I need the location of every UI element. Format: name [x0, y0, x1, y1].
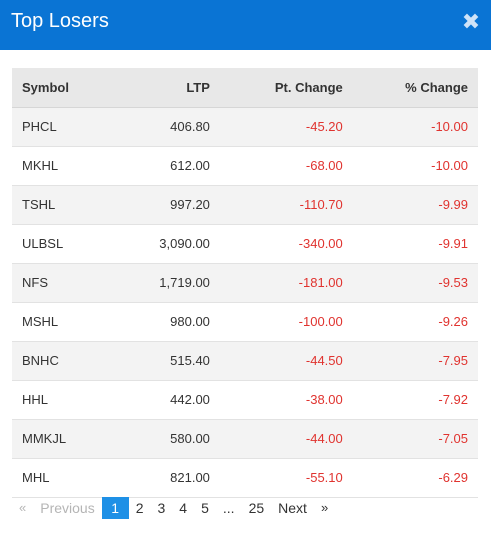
col-header-ltp[interactable]: LTP — [113, 68, 220, 108]
cell-pt-change: -44.00 — [219, 419, 353, 459]
cell-symbol: TSHL — [12, 185, 114, 225]
table-row: MSHL 980.00 -100.00 -9.26 — [12, 302, 478, 342]
next-arrow-icon[interactable]: » — [320, 500, 329, 515]
col-header-pct-change[interactable]: % Change — [352, 68, 478, 108]
cell-symbol: HHL — [12, 380, 114, 420]
cell-symbol: ULBSL — [12, 224, 114, 264]
cell-pct-change: -9.99 — [352, 185, 478, 225]
modal-title: Top Losers — [11, 10, 109, 32]
table-row: MKHL 612.00 -68.00 -10.00 — [12, 146, 478, 186]
table-row: PHCL 406.80 -45.20 -10.00 — [12, 107, 478, 147]
cell-symbol: PHCL — [12, 107, 114, 147]
table-row: ULBSL 3,090.00 -340.00 -9.91 — [12, 224, 478, 264]
cell-pct-change: -9.91 — [352, 224, 478, 264]
cell-symbol: BNHC — [12, 341, 114, 381]
page-button-1[interactable]: 1 — [101, 497, 129, 519]
page-button-5[interactable]: 5 — [201, 500, 209, 516]
previous-arrow-icon: « — [19, 500, 27, 515]
cell-pct-change: -9.53 — [352, 263, 478, 303]
table-row: TSHL 997.20 -110.70 -9.99 — [12, 185, 478, 225]
top-losers-table: Symbol LTP Pt. Change % Change PHCL 406.… — [12, 68, 478, 498]
cell-pct-change: -7.05 — [352, 419, 478, 459]
cell-symbol: NFS — [12, 263, 114, 303]
close-icon[interactable]: ✖ — [461, 9, 481, 34]
cell-ltp: 980.00 — [113, 302, 220, 342]
cell-pct-change: -9.26 — [352, 302, 478, 342]
page-button-2[interactable]: 2 — [135, 500, 144, 516]
table-row: NFS 1,719.00 -181.00 -9.53 — [12, 263, 478, 303]
pagination-ellipsis: ... — [222, 500, 235, 516]
cell-pt-change: -44.50 — [219, 341, 353, 381]
cell-ltp: 580.00 — [113, 419, 220, 459]
table-row: HHL 442.00 -38.00 -7.92 — [12, 380, 478, 420]
cell-ltp: 612.00 — [113, 146, 220, 186]
modal-header: Top Losers ✖ — [0, 0, 491, 50]
cell-ltp: 821.00 — [113, 458, 220, 498]
table-row: BNHC 515.40 -44.50 -7.95 — [12, 341, 478, 381]
cell-symbol: MSHL — [12, 302, 114, 342]
cell-pt-change: -55.10 — [219, 458, 353, 498]
cell-pct-change: -10.00 — [352, 146, 478, 186]
pagination: « Previous 1 2 3 4 5 ... 25 Next » — [12, 496, 335, 520]
cell-ltp: 1,719.00 — [113, 263, 220, 303]
table-row: MMKJL 580.00 -44.00 -7.05 — [12, 419, 478, 459]
cell-pt-change: -100.00 — [219, 302, 353, 342]
cell-ltp: 442.00 — [113, 380, 220, 420]
page-button-3[interactable]: 3 — [157, 500, 166, 516]
col-header-symbol[interactable]: Symbol — [12, 68, 114, 108]
cell-pct-change: -6.29 — [352, 458, 478, 498]
page-button-4[interactable]: 4 — [179, 500, 188, 516]
cell-pct-change: -7.95 — [352, 341, 478, 381]
col-header-pt-change[interactable]: Pt. Change — [219, 68, 353, 108]
cell-ltp: 3,090.00 — [113, 224, 220, 264]
cell-pt-change: -45.20 — [219, 107, 353, 147]
cell-pt-change: -340.00 — [219, 224, 353, 264]
cell-pt-change: -68.00 — [219, 146, 353, 186]
page-button-25[interactable]: 25 — [248, 500, 265, 516]
table-header-row: Symbol LTP Pt. Change % Change — [12, 68, 478, 108]
cell-ltp: 406.80 — [113, 107, 220, 147]
cell-pt-change: -181.00 — [219, 263, 353, 303]
cell-symbol: MMKJL — [12, 419, 114, 459]
cell-symbol: MHL — [12, 458, 114, 498]
cell-pt-change: -38.00 — [219, 380, 353, 420]
table-row: MHL 821.00 -55.10 -6.29 — [12, 458, 478, 498]
cell-pt-change: -110.70 — [219, 185, 353, 225]
next-page-button[interactable]: Next — [278, 500, 307, 516]
top-losers-table-container: Symbol LTP Pt. Change % Change PHCL 406.… — [12, 68, 478, 498]
cell-ltp: 515.40 — [113, 341, 220, 381]
cell-pct-change: -7.92 — [352, 380, 478, 420]
previous-page-button: Previous — [40, 500, 95, 516]
cell-symbol: MKHL — [12, 146, 114, 186]
cell-ltp: 997.20 — [113, 185, 220, 225]
cell-pct-change: -10.00 — [352, 107, 478, 147]
